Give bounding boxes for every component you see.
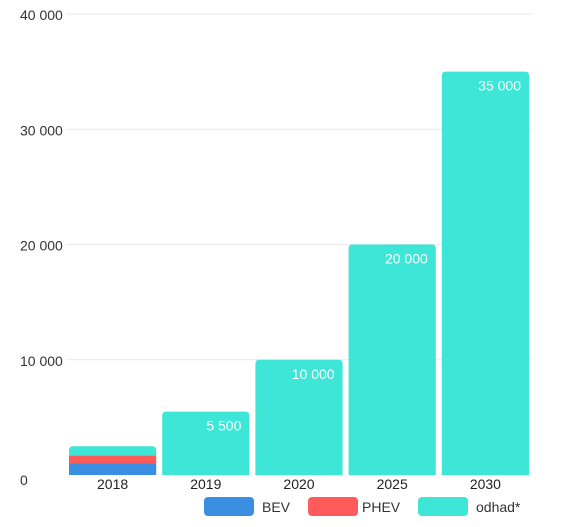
y-tick-label: 30 000 bbox=[20, 122, 63, 138]
legend-swatch-PHEV bbox=[308, 497, 358, 516]
bar-2018-BEV bbox=[69, 463, 157, 475]
bars bbox=[69, 71, 529, 475]
data-label: 5 500 bbox=[206, 418, 241, 434]
legend-label: PHEV bbox=[362, 499, 401, 515]
y-tick-label: 10 000 bbox=[20, 353, 63, 369]
legend-swatch-BEV bbox=[204, 497, 254, 516]
x-tick-label: 2030 bbox=[470, 476, 501, 492]
bar-2030-odhad bbox=[441, 71, 529, 475]
bar-2019-odhad bbox=[162, 411, 250, 475]
x-axis-ticks: 2018 2019 2020 2025 2030 bbox=[97, 476, 501, 492]
y-axis-ticks: 0 10 000 20 000 30 000 40 000 bbox=[20, 7, 63, 488]
bar-2018-PHEV bbox=[69, 455, 157, 464]
data-label: 10 000 bbox=[292, 366, 335, 382]
legend-label: BEV bbox=[262, 499, 291, 515]
y-tick-label: 20 000 bbox=[20, 238, 63, 254]
data-label: 35 000 bbox=[478, 78, 521, 94]
data-labels: 5 500 10 000 20 000 35 000 bbox=[206, 78, 521, 434]
y-tick-label: 0 bbox=[20, 472, 28, 488]
legend-swatch-odhad bbox=[418, 497, 468, 516]
data-label: 20 000 bbox=[385, 251, 428, 267]
x-tick-label: 2025 bbox=[377, 476, 408, 492]
x-tick-label: 2020 bbox=[283, 476, 314, 492]
bar-2018-odhad bbox=[69, 446, 157, 456]
bar-2020-odhad bbox=[255, 359, 343, 475]
x-tick-label: 2018 bbox=[97, 476, 128, 492]
bar-2025-odhad bbox=[348, 244, 436, 475]
legend: BEV PHEV odhad* bbox=[204, 497, 521, 516]
x-tick-label: 2019 bbox=[190, 476, 221, 492]
legend-label: odhad* bbox=[476, 499, 521, 515]
y-tick-label: 40 000 bbox=[20, 7, 63, 23]
